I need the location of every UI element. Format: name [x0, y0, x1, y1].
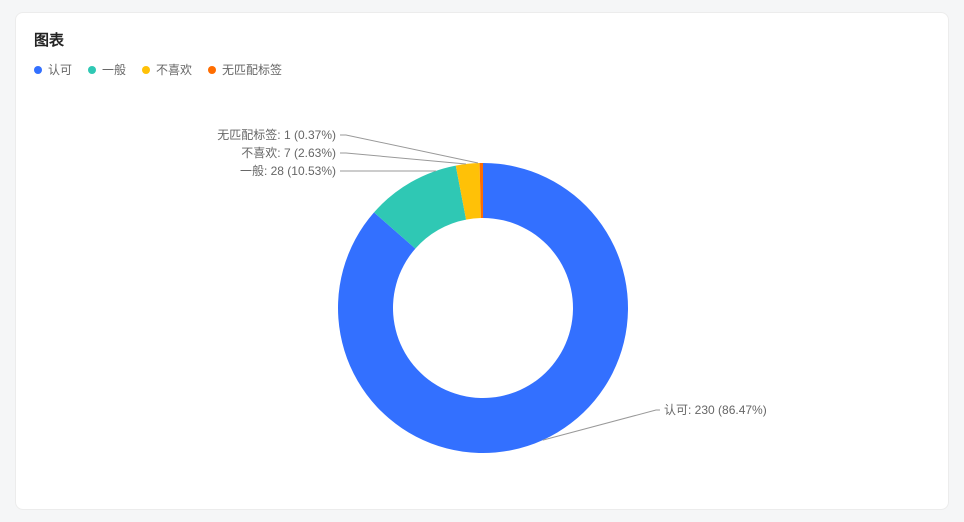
legend-dot-icon	[142, 66, 150, 74]
legend-label: 不喜欢	[156, 61, 192, 78]
donut-chart: 认可: 230 (86.47%) 无匹配标签: 1 (0.37%) 不喜欢: 7 (…	[16, 93, 950, 511]
legend-dot-icon	[34, 66, 42, 74]
legend-item[interactable]: 认可	[34, 61, 72, 78]
slice-label: 认可: 230 (86.47%)	[664, 403, 767, 417]
legend-dot-icon	[88, 66, 96, 74]
donut-svg: 认可: 230 (86.47%) 无匹配标签: 1 (0.37%) 不喜欢: 7 (…	[16, 93, 950, 511]
card-title: 图表	[34, 29, 64, 50]
slice-label: 不喜欢: 7 (2.63%)	[241, 145, 336, 160]
legend-item[interactable]: 一般	[88, 61, 126, 78]
legend: 认可 一般 不喜欢 无匹配标签	[34, 61, 282, 78]
legend-label: 无匹配标签	[222, 61, 282, 78]
legend-item[interactable]: 无匹配标签	[208, 61, 282, 78]
legend-dot-icon	[208, 66, 216, 74]
legend-label: 认可	[48, 61, 72, 78]
chart-card: 图表 认可 一般 不喜欢 无匹配标签 认可: 230 (86.47%) 无匹配标签: 1…	[15, 12, 949, 510]
leader-line	[340, 153, 466, 164]
slice-label: 一般: 28 (10.53%)	[240, 163, 336, 178]
slice-label: 无匹配标签: 1 (0.37%)	[217, 127, 336, 142]
legend-label: 一般	[102, 61, 126, 78]
legend-item[interactable]: 不喜欢	[142, 61, 192, 78]
